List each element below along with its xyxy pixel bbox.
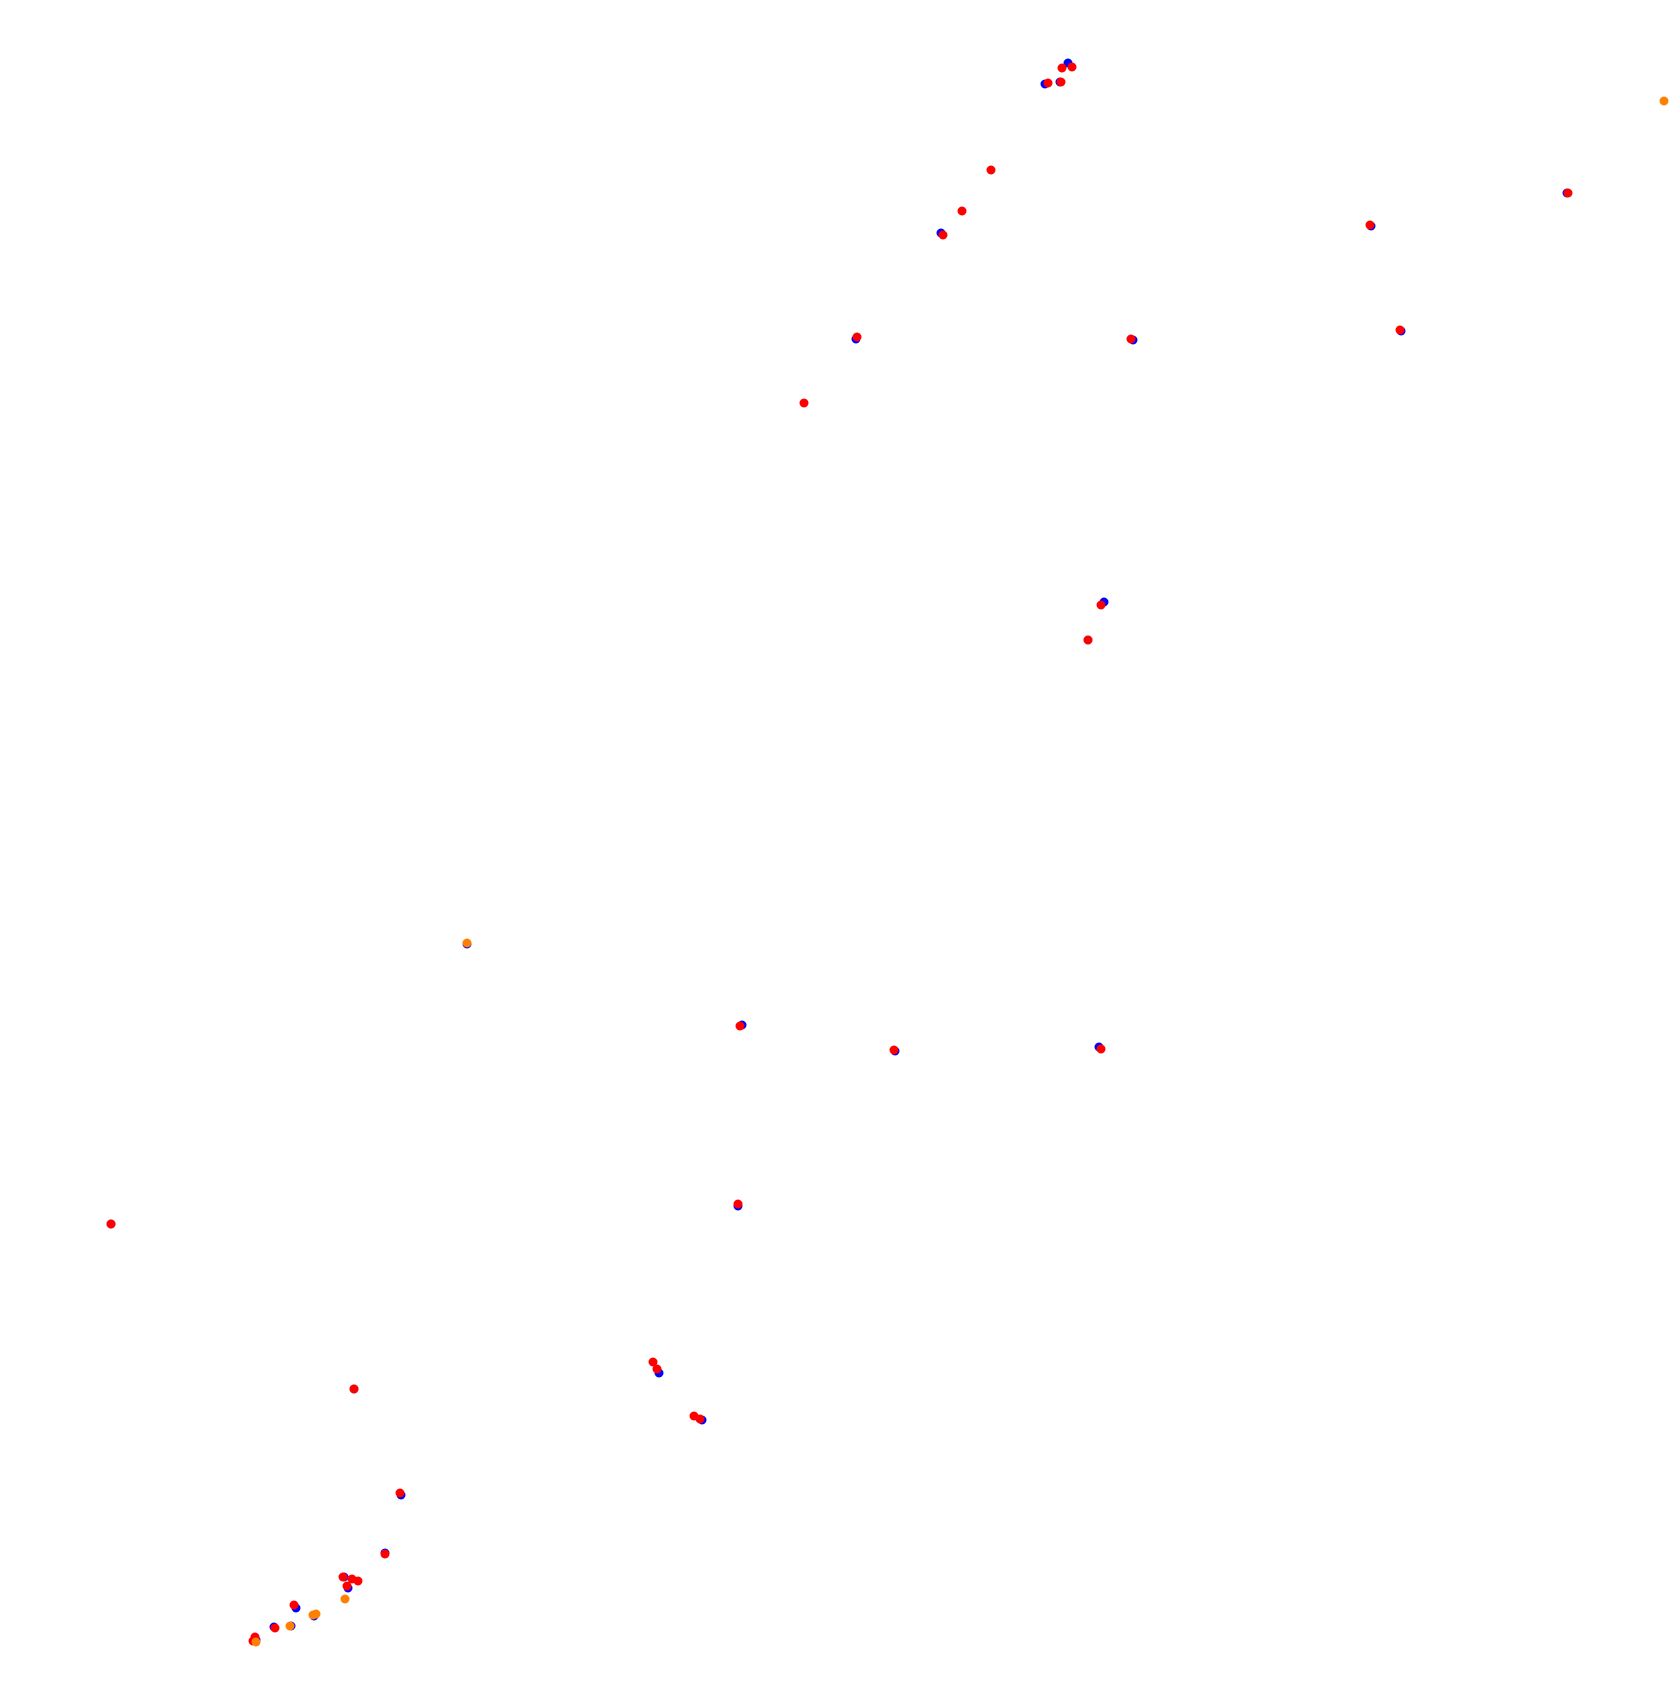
data-point xyxy=(342,1581,352,1591)
data-point xyxy=(938,230,948,240)
data-point xyxy=(852,332,862,342)
data-point xyxy=(1365,220,1375,230)
data-point xyxy=(733,1199,743,1209)
data-point xyxy=(353,1576,363,1586)
data-point xyxy=(986,165,996,175)
data-point xyxy=(1563,188,1573,198)
data-point xyxy=(1096,1044,1106,1054)
data-point xyxy=(340,1594,350,1604)
data-point xyxy=(1395,325,1405,335)
data-point xyxy=(652,1364,662,1374)
data-point xyxy=(695,1414,705,1424)
data-point xyxy=(1096,600,1106,610)
data-point xyxy=(799,398,809,408)
data-point xyxy=(251,1637,261,1647)
series-2 xyxy=(251,96,1669,1647)
data-point xyxy=(1083,635,1093,645)
data-points-layer xyxy=(106,58,1669,1647)
data-point xyxy=(308,1610,318,1620)
data-point xyxy=(735,1021,745,1031)
data-point xyxy=(1056,77,1066,87)
data-point xyxy=(1126,334,1136,344)
data-point xyxy=(349,1384,359,1394)
data-point xyxy=(1043,78,1053,88)
data-point xyxy=(1067,62,1077,72)
data-point xyxy=(889,1045,899,1055)
data-point xyxy=(648,1357,658,1367)
data-point xyxy=(1659,96,1669,106)
data-point xyxy=(270,1623,280,1633)
data-point xyxy=(289,1600,299,1610)
data-point xyxy=(1057,63,1067,73)
series-1 xyxy=(106,62,1573,1646)
data-point xyxy=(338,1572,348,1582)
data-point xyxy=(106,1219,116,1229)
data-point xyxy=(395,1488,405,1498)
data-point xyxy=(462,938,472,948)
data-point xyxy=(285,1621,295,1631)
data-point xyxy=(957,206,967,216)
data-point xyxy=(380,1549,390,1559)
